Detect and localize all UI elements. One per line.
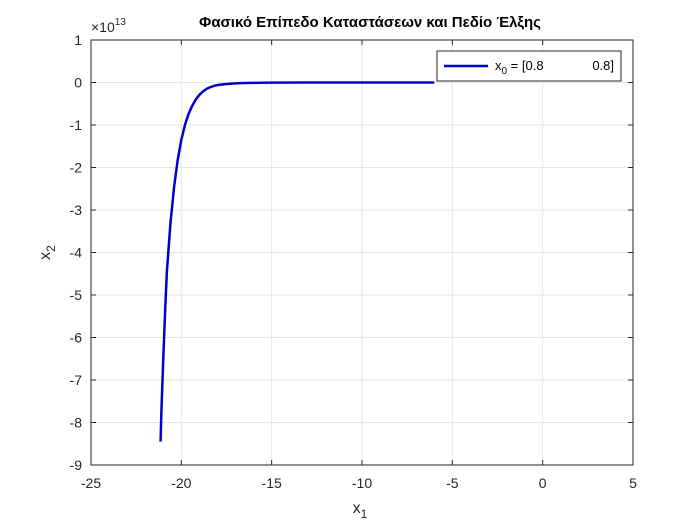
series-line xyxy=(159,81,435,442)
series-layer xyxy=(159,81,435,442)
y-axis-ticks: -9 -8 -7 -6 -5 -4 -3 -2 -1 0 1 xyxy=(70,32,633,473)
y-tick-label: -1 xyxy=(70,117,83,133)
y-axis-label: x2 xyxy=(37,245,58,260)
y-tick-label: -6 xyxy=(70,330,83,346)
y-tick-label: 1 xyxy=(74,32,82,48)
x-tick-label: -25 xyxy=(81,475,101,491)
x-tick-label: -20 xyxy=(171,475,191,491)
x-tick-label: 5 xyxy=(629,475,637,491)
y-tick-label: -9 xyxy=(70,457,83,473)
x-tick-label: 0 xyxy=(539,475,547,491)
x-tick-label: -5 xyxy=(446,475,459,491)
y-tick-label: -5 xyxy=(70,287,83,303)
x-axis-label: x1 xyxy=(353,500,368,521)
x-tick-label: -15 xyxy=(262,475,282,491)
y-tick-label: 0 xyxy=(74,75,82,91)
x-axis-ticks: -25 -20 -15 -10 -5 0 5 xyxy=(81,40,637,491)
legend-label: x0 = [0.8 xyxy=(495,58,544,77)
legend: x0 = [0.8 0.8] xyxy=(436,50,622,82)
x-tick-label: -10 xyxy=(352,475,372,491)
y-tick-label: -2 xyxy=(70,160,83,176)
chart-title: Φασικό Επίπεδο Καταστάσεων και Πεδίο Έλξ… xyxy=(199,14,541,31)
y-tick-label: -7 xyxy=(70,372,83,388)
y-tick-label: -3 xyxy=(70,202,83,218)
y-tick-label: -4 xyxy=(70,245,83,261)
y-axis-exponent: ×1013 xyxy=(91,17,126,35)
y-tick-label: -8 xyxy=(70,415,83,431)
legend-label-end: 0.8] xyxy=(592,58,614,73)
